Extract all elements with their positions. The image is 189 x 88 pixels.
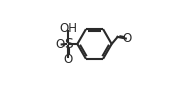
Text: S: S	[64, 37, 72, 51]
Text: O: O	[64, 53, 73, 66]
Text: OH: OH	[59, 22, 77, 35]
Text: O: O	[55, 38, 64, 51]
Text: O: O	[122, 32, 131, 45]
